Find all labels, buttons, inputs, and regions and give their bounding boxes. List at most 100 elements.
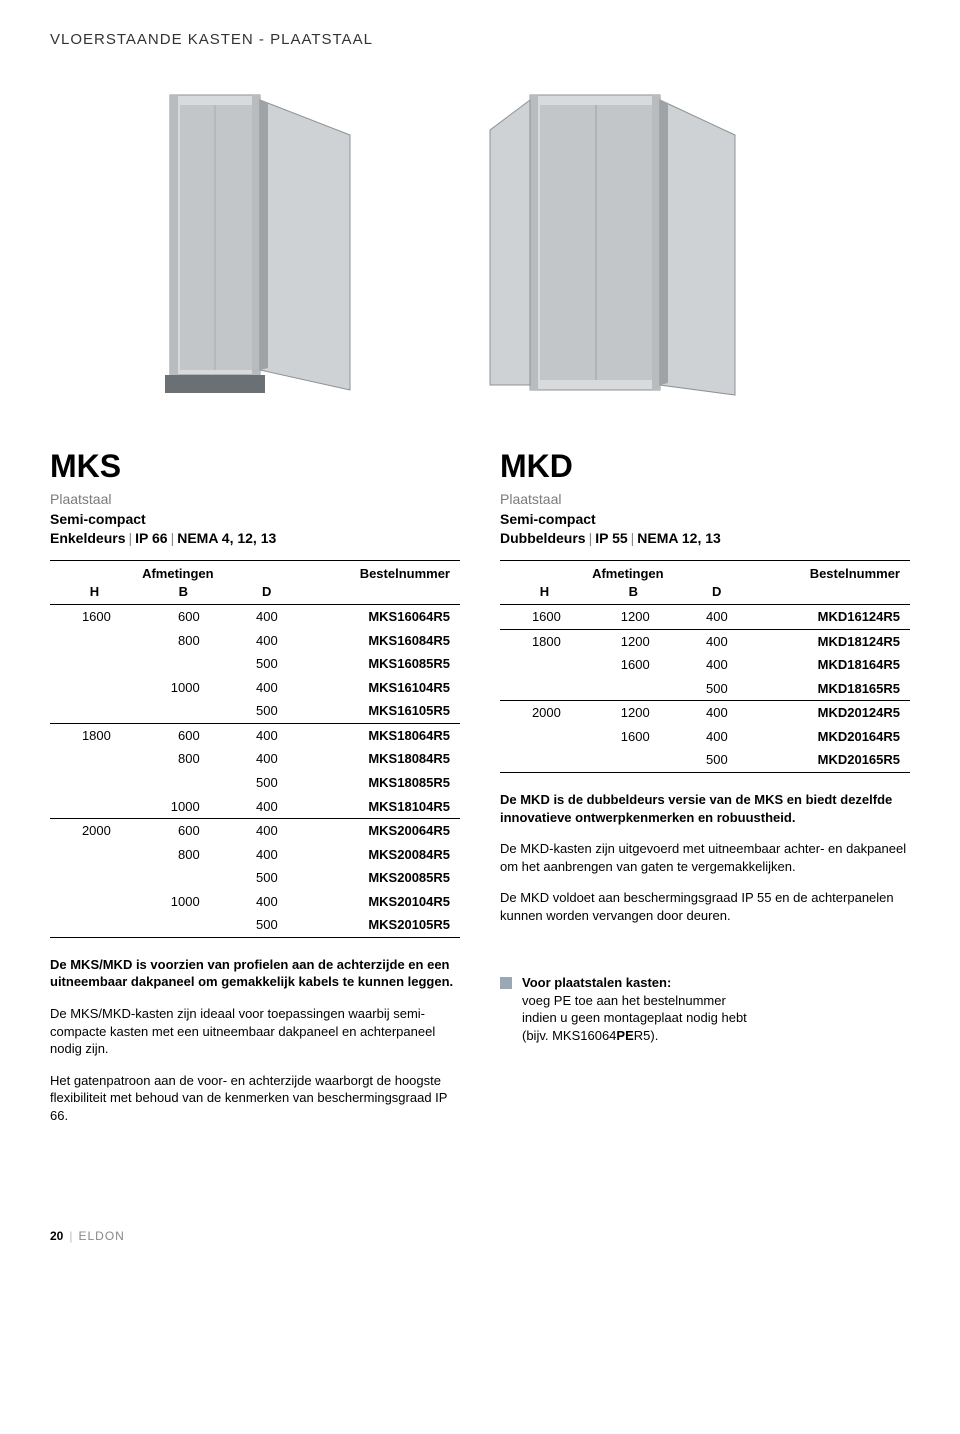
table-cell: 400	[228, 843, 306, 867]
table-cell: 400	[678, 605, 756, 630]
table-cell	[139, 866, 228, 890]
mks-column: MKS Plaatstaal Semi-compact Enkeldeurs|I…	[50, 445, 460, 1138]
table-cell	[500, 677, 589, 701]
mkd-material: Plaatstaal	[500, 490, 910, 509]
mks-th-afmetingen: Afmetingen	[50, 561, 306, 583]
bestelnummer-cell: MKD18124R5	[756, 629, 910, 653]
table-cell	[50, 890, 139, 914]
table-row: 1600400MKD20164R5	[500, 725, 910, 749]
table-cell	[589, 748, 678, 772]
table-cell: 2000	[500, 701, 589, 725]
table-row: 500MKS16105R5	[50, 699, 460, 723]
table-cell	[50, 699, 139, 723]
mks-th-blank	[306, 583, 460, 605]
table-cell: 400	[678, 701, 756, 725]
table-cell: 400	[228, 629, 306, 653]
mks-door: Enkeldeurs	[50, 530, 125, 546]
mkd-th-h: H	[500, 583, 589, 605]
mks-para-2: De MKS/MKD-kasten zijn ideaal voor toepa…	[50, 1005, 460, 1058]
table-row: 500MKS20085R5	[50, 866, 460, 890]
table-cell: 800	[139, 629, 228, 653]
table-cell: 400	[228, 747, 306, 771]
note-block: Voor plaatstalen kasten: voeg PE toe aan…	[500, 974, 910, 1044]
table-row: 18001200400MKD18124R5	[500, 629, 910, 653]
mkd-spec-line: Semi-compact Dubbeldeurs|IP 55|NEMA 12, …	[500, 510, 910, 548]
table-row: 1000400MKS20104R5	[50, 890, 460, 914]
mkd-th-bestelnummer: Bestelnummer	[756, 561, 910, 583]
mkd-th-blank	[756, 583, 910, 605]
mkd-para-2: De MKD-kasten zijn uitgevoerd met uitnee…	[500, 840, 910, 875]
table-row: 1000400MKS18104R5	[50, 795, 460, 819]
table-cell: 400	[228, 676, 306, 700]
table-row: 800400MKS20084R5	[50, 843, 460, 867]
table-cell: 1600	[50, 605, 139, 629]
table-cell	[50, 771, 139, 795]
mkd-para-3: De MKD voldoet aan beschermingsgraad IP …	[500, 889, 910, 924]
mkd-cabinet-image	[480, 75, 760, 415]
table-cell: 500	[678, 748, 756, 772]
note-line-1: voeg PE toe aan het bestelnummer	[522, 993, 726, 1008]
table-cell	[50, 747, 139, 771]
bestelnummer-cell: MKS20084R5	[306, 843, 460, 867]
mkd-ip: IP 55	[595, 530, 627, 546]
table-cell	[139, 913, 228, 937]
table-cell: 500	[228, 652, 306, 676]
mkd-variant: Semi-compact	[500, 511, 596, 527]
mks-cabinet-image	[110, 75, 390, 415]
mkd-nema: NEMA 12, 13	[637, 530, 721, 546]
table-row: 1600400MKD18164R5	[500, 653, 910, 677]
bestelnummer-cell: MKS18085R5	[306, 771, 460, 795]
mkd-th-b: B	[589, 583, 678, 605]
page-number: 20	[50, 1229, 63, 1243]
footer-brand: ELDON	[78, 1229, 124, 1243]
table-cell: 600	[139, 605, 228, 629]
table-row: 1600600400MKS16064R5	[50, 605, 460, 629]
table-cell: 500	[678, 677, 756, 701]
note-line-2: indien u geen montageplaat nodig hebt	[522, 1010, 747, 1025]
mks-code: MKS	[50, 445, 460, 488]
table-cell	[50, 843, 139, 867]
table-cell: 400	[228, 723, 306, 747]
note-bold: Voor plaatstalen kasten:	[522, 975, 671, 990]
note-line-3b: PE	[616, 1028, 633, 1043]
table-cell	[50, 629, 139, 653]
mks-variant: Semi-compact	[50, 511, 146, 527]
table-row: 800400MKS18084R5	[50, 747, 460, 771]
table-cell	[50, 795, 139, 819]
table-cell: 400	[228, 605, 306, 629]
table-cell: 1000	[139, 795, 228, 819]
mks-nema: NEMA 4, 12, 13	[177, 530, 276, 546]
product-images-row	[50, 75, 910, 415]
table-cell: 500	[228, 913, 306, 937]
bestelnummer-cell: MKS16104R5	[306, 676, 460, 700]
bestelnummer-cell: MKD20165R5	[756, 748, 910, 772]
bestelnummer-cell: MKD20164R5	[756, 725, 910, 749]
mks-th-b: B	[139, 583, 228, 605]
table-cell: 400	[678, 725, 756, 749]
note-text: Voor plaatstalen kasten: voeg PE toe aan…	[522, 974, 747, 1044]
bestelnummer-cell: MKS18064R5	[306, 723, 460, 747]
mks-th-h: H	[50, 583, 139, 605]
table-row: 16001200400MKD16124R5	[500, 605, 910, 630]
mks-spec-line: Semi-compact Enkeldeurs|IP 66|NEMA 4, 12…	[50, 510, 460, 548]
table-cell: 1200	[589, 605, 678, 630]
bestelnummer-cell: MKD18164R5	[756, 653, 910, 677]
mks-ip: IP 66	[135, 530, 167, 546]
table-cell: 1600	[500, 605, 589, 630]
single-door-cabinet-icon	[110, 75, 390, 415]
bestelnummer-cell: MKD18165R5	[756, 677, 910, 701]
table-cell	[500, 653, 589, 677]
table-row: 500MKS18085R5	[50, 771, 460, 795]
table-cell	[139, 771, 228, 795]
note-line-3a: (bijv. MKS16064	[522, 1028, 616, 1043]
table-cell: 500	[228, 771, 306, 795]
table-cell	[139, 652, 228, 676]
table-row: 500MKD18165R5	[500, 677, 910, 701]
table-cell: 500	[228, 866, 306, 890]
table-cell	[50, 652, 139, 676]
table-cell	[50, 676, 139, 700]
table-cell: 1000	[139, 676, 228, 700]
table-cell	[500, 725, 589, 749]
table-cell: 1200	[589, 701, 678, 725]
table-row: 800400MKS16084R5	[50, 629, 460, 653]
